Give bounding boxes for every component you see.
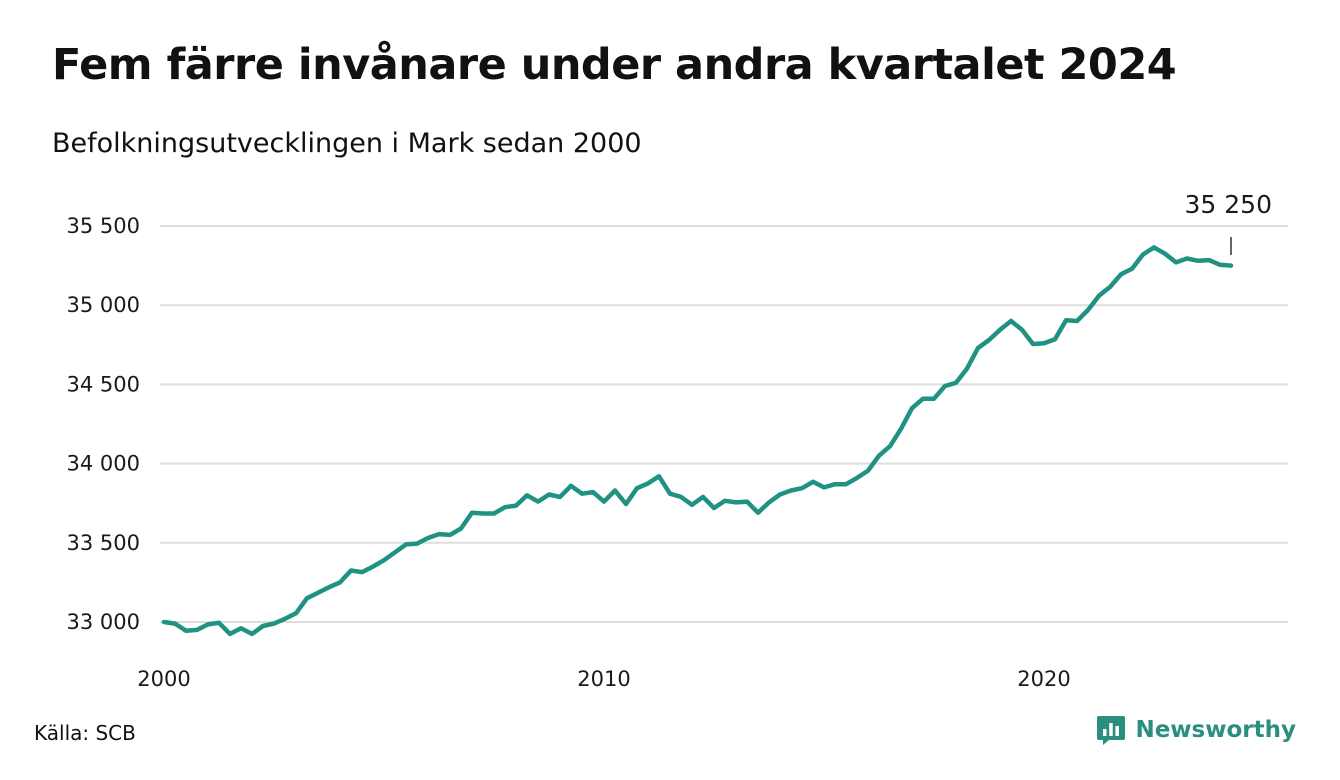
newsworthy-logo-icon — [1097, 716, 1126, 745]
brand-logo: Newsworthy — [1096, 714, 1296, 746]
end-label-group: 35 250 — [1185, 190, 1272, 255]
source-note: Källa: SCB — [34, 721, 136, 745]
y-tick-label: 35 000 — [67, 293, 140, 317]
y-tick-label: 34 000 — [67, 452, 140, 476]
gridlines — [160, 225, 1288, 623]
x-tick-label: 2000 — [137, 667, 190, 691]
x-tick-label: 2010 — [577, 667, 630, 691]
y-tick-label: 34 500 — [67, 372, 140, 396]
series-layer — [161, 245, 1234, 637]
y-tick-label: 35 500 — [67, 214, 140, 238]
end-value-label: 35 250 — [1185, 190, 1272, 219]
x-axis-ticks: 2000 2010 2020 — [137, 667, 1070, 691]
x-tick-label: 2020 — [1017, 667, 1070, 691]
brand-name: Newsworthy — [1135, 717, 1296, 743]
chart-title: Fem färre invånare under andra kvartalet… — [52, 40, 1177, 90]
y-tick-label: 33 000 — [67, 610, 140, 634]
y-tick-label: 33 500 — [67, 531, 140, 555]
chart-subtitle: Befolkningsutvecklingen i Mark sedan 200… — [52, 128, 642, 159]
series-line — [161, 245, 1234, 637]
y-axis-ticks: 33 000 33 500 34 000 34 500 35 000 35 500 — [67, 214, 140, 634]
